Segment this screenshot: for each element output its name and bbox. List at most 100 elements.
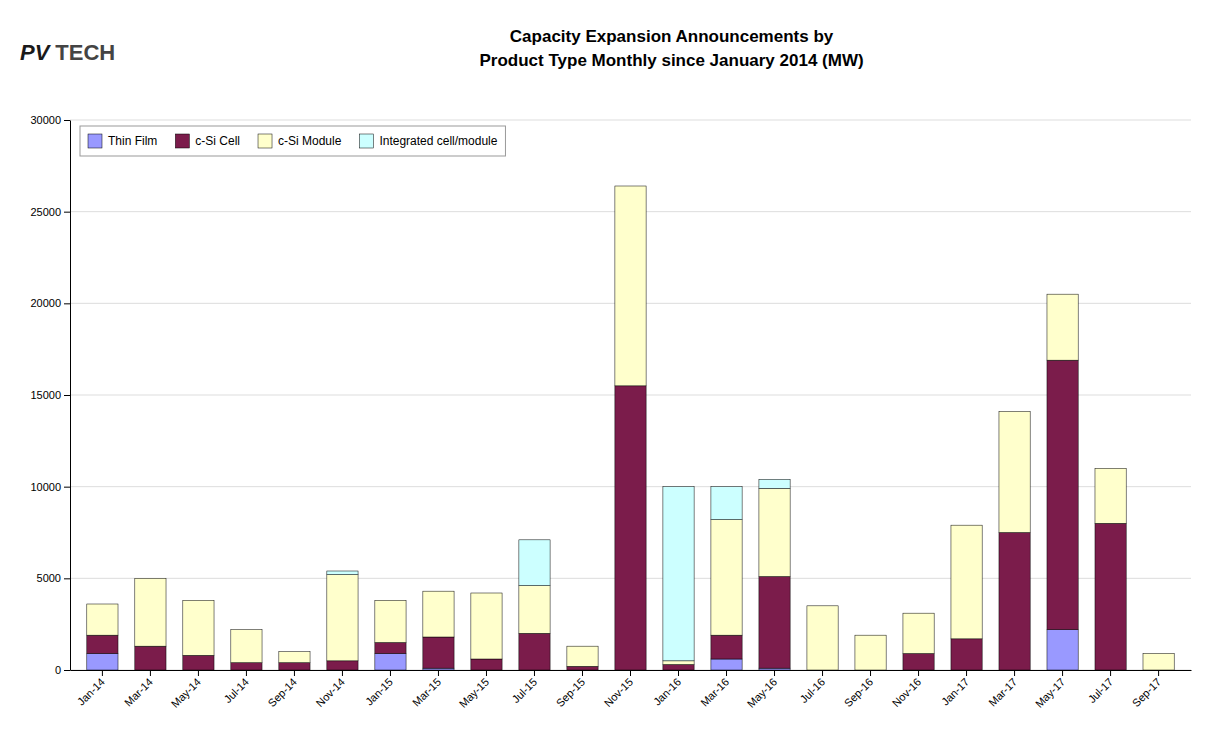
tick: Mar-16	[698, 670, 731, 709]
bar-segment	[423, 668, 454, 670]
bar-segment	[135, 578, 166, 646]
tick-mark	[870, 670, 871, 676]
tick-mark	[64, 120, 70, 121]
bar-segment	[375, 643, 406, 654]
tick-label: 10000	[30, 481, 61, 493]
series-2	[87, 186, 1174, 670]
tick-mark	[726, 670, 727, 676]
tick: Jul-16	[798, 670, 828, 705]
bar-segment	[615, 186, 646, 386]
tick: Sep-14	[266, 670, 300, 709]
annotation: TECH	[55, 40, 115, 65]
tick: Nov-16	[890, 670, 924, 709]
tick-label: Sep-17	[1130, 676, 1164, 710]
bar-segment	[951, 525, 982, 639]
bar-segment	[519, 540, 550, 586]
tick-mark	[678, 670, 679, 676]
tick-label: Nov-16	[890, 676, 924, 710]
tick-label: Nov-15	[602, 676, 636, 710]
bar-segment	[519, 633, 550, 670]
tick-label: Jul-17	[1086, 676, 1116, 706]
grid	[70, 120, 1191, 670]
title: Capacity Expansion Announcements byProdu…	[479, 27, 863, 70]
legend-label: Integrated cell/module	[379, 134, 497, 148]
bar-segment	[231, 629, 262, 630]
bar-segment	[327, 571, 358, 575]
tick-mark	[438, 670, 439, 676]
bar-segment	[999, 412, 1030, 533]
tick-label: Jul-14	[221, 676, 251, 706]
tick-label: 25000	[30, 206, 61, 218]
bar-segment	[903, 654, 934, 671]
bar-segment	[663, 665, 694, 671]
bar-segment	[759, 479, 790, 488]
tick-mark	[64, 212, 70, 213]
legend-label: c-Si Module	[278, 134, 342, 148]
tick-label: Mar-15	[410, 676, 443, 709]
bar-segment	[183, 600, 214, 601]
tick-mark	[1158, 670, 1159, 676]
tick-mark	[822, 670, 823, 676]
bar-segment	[183, 600, 214, 655]
tick: 10000	[30, 481, 70, 493]
legend-label: Thin Film	[108, 134, 157, 148]
tick-label: Mar-16	[698, 676, 731, 709]
bar-segment	[135, 578, 166, 579]
bar-segment	[1047, 360, 1078, 629]
bar-segment	[759, 668, 790, 670]
bar-segment	[807, 606, 838, 670]
tick-mark	[630, 670, 631, 676]
tick: Jan-15	[363, 670, 395, 708]
tick-label: 20000	[30, 297, 61, 309]
legend-swatch	[88, 134, 102, 148]
bar-segment	[1047, 630, 1078, 670]
tick-label: Nov-14	[314, 676, 348, 710]
bar-segment	[423, 591, 454, 637]
tick-label: Mar-14	[122, 676, 155, 709]
tick: Sep-17	[1130, 670, 1164, 709]
bar-segment	[423, 591, 454, 592]
bar-segment	[711, 520, 742, 636]
legend: Thin Film c-Si Cell c-Si Module Integrated …	[80, 126, 505, 156]
tick: 30000	[30, 114, 70, 126]
bar-segment	[951, 639, 982, 670]
bar-segment	[855, 635, 886, 670]
bar-segment	[855, 635, 886, 636]
legend-swatch	[258, 134, 272, 148]
legend-swatch	[175, 134, 189, 148]
tick-mark	[64, 395, 70, 396]
tick-mark	[102, 670, 103, 676]
tick-mark	[1110, 670, 1111, 676]
tick: Mar-17	[986, 670, 1019, 709]
tick-mark	[918, 670, 919, 676]
bar-segment	[471, 593, 502, 659]
tick-label: 30000	[30, 114, 61, 126]
tick-mark	[198, 670, 199, 676]
tick: Jul-14	[221, 670, 251, 705]
tick-label: 0	[55, 664, 61, 676]
bar-segment	[471, 593, 502, 594]
tick-label: Sep-15	[554, 676, 588, 710]
tick-mark	[390, 670, 391, 676]
bar-segment	[519, 586, 550, 634]
bar-segment	[567, 646, 598, 647]
bar-segment	[375, 600, 406, 642]
tick-label: 5000	[37, 572, 61, 584]
bar-segment	[759, 577, 790, 669]
bar-segment	[279, 652, 310, 663]
tick-mark	[64, 487, 70, 488]
tick-label: May-16	[745, 676, 779, 710]
tick: Jan-17	[939, 670, 971, 708]
bar-segment	[135, 646, 166, 670]
tick: May-15	[457, 670, 491, 710]
tick-label: 15000	[30, 389, 61, 401]
tick-label: Jan-15	[363, 676, 395, 708]
bar-segment	[903, 613, 934, 653]
legend-label: c-Si Cell	[195, 134, 240, 148]
tick-mark	[1062, 670, 1063, 676]
bar-segment	[807, 605, 838, 606]
tick: Mar-14	[122, 670, 155, 709]
tick: Jul-17	[1086, 670, 1116, 705]
bar-segment	[759, 489, 790, 577]
bar-segment	[711, 659, 742, 670]
